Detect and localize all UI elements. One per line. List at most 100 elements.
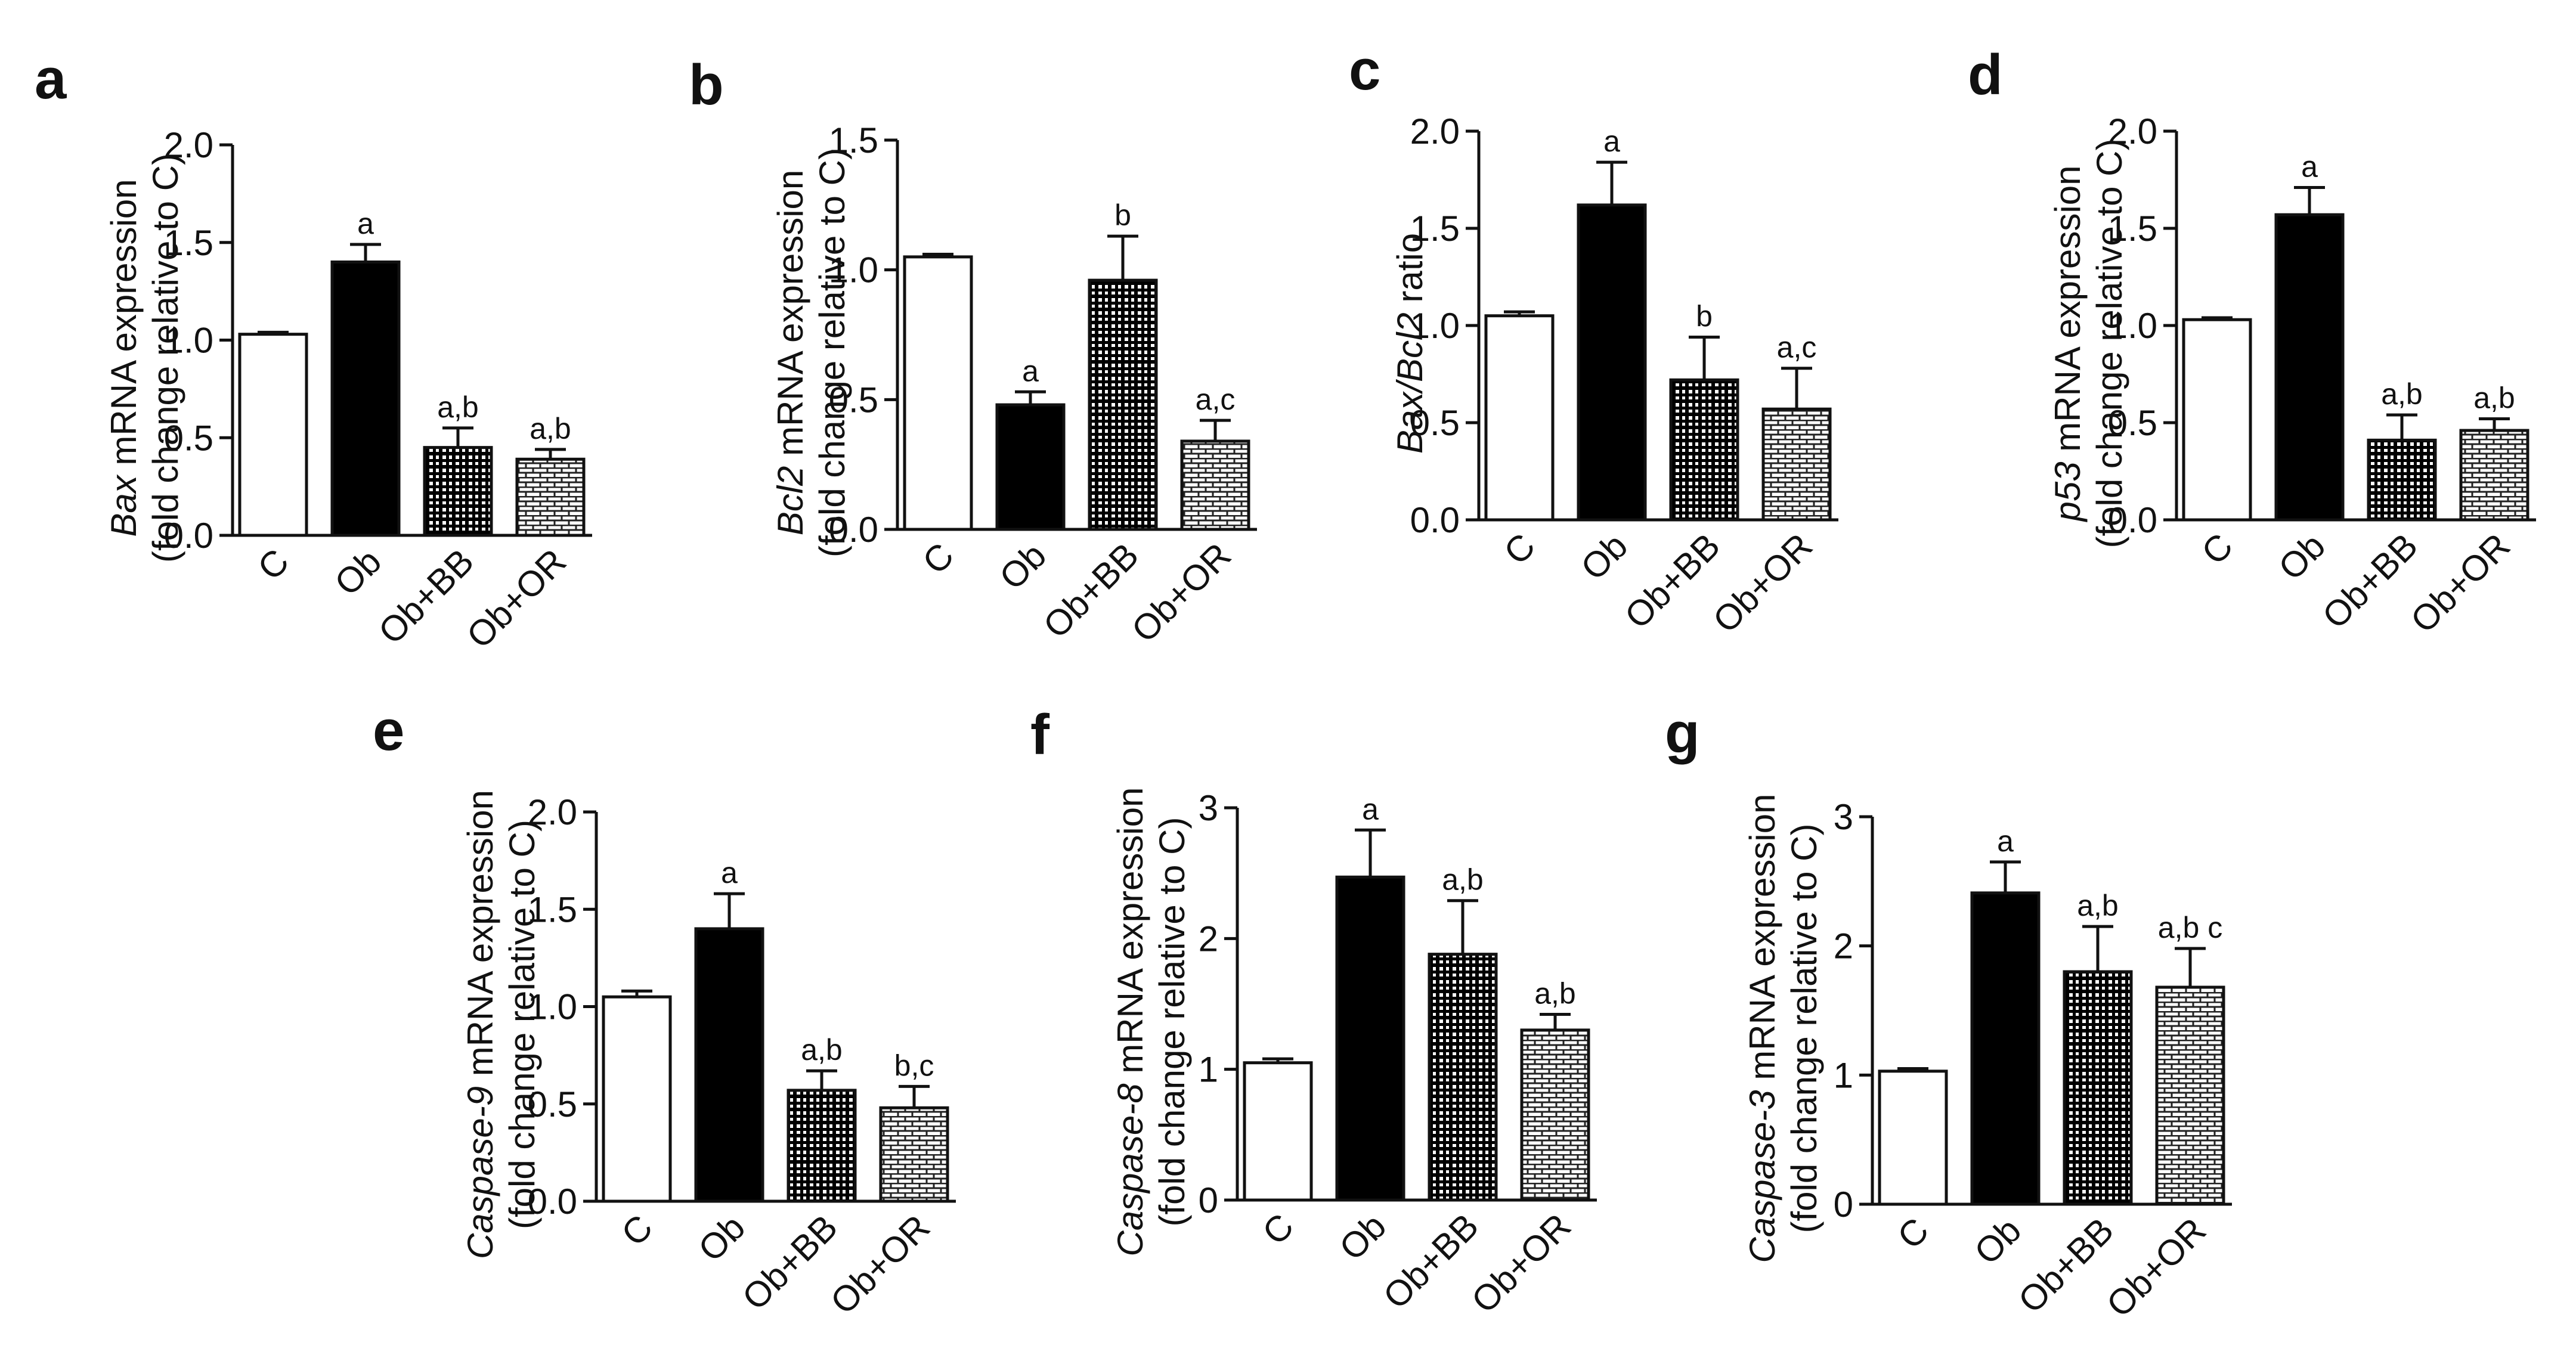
bar-ob (2274, 213, 2345, 522)
bar-ob-bb (1428, 953, 1498, 1202)
x-category-label: Ob (327, 541, 389, 603)
significance-label: a,c (1777, 331, 1817, 364)
y-tick-label: 0.0 (829, 510, 878, 550)
y-axis-title-text: mRNA expression (104, 179, 144, 475)
significance-label: a (357, 207, 374, 240)
y-tick-label: 0.5 (2108, 403, 2157, 443)
y-tick-label: 1.0 (1410, 306, 1460, 346)
x-category-label: Ob (1573, 526, 1635, 588)
significance-label: a,b (437, 390, 479, 424)
y-tick-label: 1.0 (164, 321, 213, 361)
x-category-label: Ob+BB (735, 1207, 845, 1318)
x-category-label: Ob (1967, 1210, 2029, 1272)
panel-f: f 0 1 2 3 Ca Ob a,b Ob+BB a,b Ob+OR Caspase-8 mRNA … (1030, 703, 1597, 1320)
y-tick-label: 3 (1834, 797, 1853, 837)
panel-letter: d (1968, 43, 2003, 107)
bar-ob-or (879, 1106, 949, 1203)
y-tick-label: 1.0 (829, 250, 878, 290)
x-category-label: C (915, 535, 961, 582)
x-category-label: Ob+OR (2099, 1210, 2213, 1325)
y-tick-label: 0.5 (829, 380, 878, 420)
bar-ob-or (1761, 407, 1832, 522)
x-category-label: Ob+OR (1705, 526, 1820, 640)
significance-label: a,b c (2158, 911, 2222, 944)
x-category-label: Ob (1332, 1206, 1394, 1268)
y-axis-title-gene: Caspase-8 (1110, 1083, 1150, 1257)
significance-label: b (1696, 300, 1713, 333)
panel-letter: e (373, 699, 404, 762)
y-tick-label: 0.0 (1410, 500, 1460, 540)
bar-ob (1970, 891, 2041, 1206)
bar-ob-bb (1669, 378, 1739, 522)
y-axis-title-text: mRNA expression (770, 170, 810, 466)
y-tick-label: 3 (1199, 788, 1218, 828)
y-tick-label: 2 (1199, 919, 1218, 959)
bar-ob-or (1520, 1028, 1590, 1202)
panel-d: d 0.0 0.5 1.0 1.5 2.0 Ca Ob a,b Ob+BB a,b Ob+OR p53 … (1968, 43, 2536, 640)
significance-label: a (2301, 150, 2318, 184)
bar-ob-or (515, 457, 586, 537)
y-axis-title-text: mRNA expression (460, 790, 500, 1086)
x-category-label: Ob+OR (1464, 1206, 1578, 1320)
panel-b: b 0.0 0.5 1.0 1.5 Ca Ob b Ob+BB a,c Ob+OR Bcl2 mRNA… (689, 53, 1257, 650)
panel-letter: g (1665, 701, 1700, 765)
y-axis-title: p53 mRNA expression (2048, 166, 2088, 523)
y-axis-title-gene: Bcl2 (770, 466, 810, 536)
bar-ob (694, 927, 764, 1203)
x-category-label: C (1890, 1210, 1936, 1257)
y-tick-label: 0.0 (528, 1182, 577, 1222)
bar-ob-bb (2063, 970, 2133, 1206)
y-tick-label: 0.0 (164, 516, 213, 556)
y-axis-title-gene: p53 (2048, 461, 2088, 522)
x-category-label: Ob+OR (823, 1207, 937, 1322)
y-axis-title-line2: (fold change relative to C) (502, 820, 542, 1229)
x-category-label: Ob+OR (1124, 535, 1239, 650)
significance-label: a (1022, 354, 1039, 388)
y-tick-label: 2.0 (164, 125, 213, 165)
y-tick-label: 1 (1834, 1055, 1853, 1095)
y-axis-title: Caspase-3 mRNA expression (1742, 793, 1782, 1263)
y-axis-title-line2: (fold change relative to C) (1784, 823, 1824, 1233)
y-axis-title-gene: Caspase-3 (1742, 1090, 1782, 1263)
bar-ob (995, 403, 1066, 531)
y-tick-label: 0 (1199, 1180, 1218, 1220)
bar-ob-or (2459, 429, 2529, 522)
panel-letter: c (1349, 38, 1380, 102)
x-category-label: C (2194, 526, 2240, 572)
y-tick-label: 1.5 (164, 223, 213, 263)
x-category-label: Ob+BB (2011, 1210, 2121, 1320)
y-tick-label: 1 (1199, 1050, 1218, 1090)
y-axis-title: Caspase-8 mRNA expression (1110, 787, 1150, 1256)
bar-ob-or (1180, 439, 1250, 531)
bar-ob-bb (1088, 278, 1158, 531)
bar-ob (330, 261, 401, 537)
y-tick-label: 1.0 (528, 987, 577, 1027)
significance-label: a,b (530, 412, 571, 445)
y-axis-title-gene: Caspase-9 (460, 1086, 500, 1259)
bar-ob-bb (423, 446, 493, 537)
x-category-label: Ob+BB (2315, 526, 2425, 636)
significance-label: a,b (1442, 863, 1484, 897)
x-category-label: C (250, 541, 296, 588)
y-tick-label: 2.0 (1410, 111, 1460, 151)
y-tick-label: 0.5 (164, 418, 213, 458)
panel-letter: b (689, 53, 724, 117)
significance-label: a (721, 856, 738, 889)
bar-ob-bb (2367, 438, 2437, 522)
panel-e: e 0.0 0.5 1.0 1.5 2.0 Ca Ob a,b Ob+BB b,c Ob+OR Casp… (373, 699, 956, 1322)
bar-ob (1335, 875, 1405, 1202)
y-tick-label: 0.5 (1410, 403, 1460, 443)
y-axis-title: Bcl2 mRNA expression (770, 170, 810, 536)
panel-g: g 0 1 2 3 Ca Ob a,b Ob+BB a,b c Ob+OR Caspase-3 mRN… (1665, 701, 2232, 1325)
y-axis-title: Caspase-9 mRNA expression (460, 790, 500, 1259)
significance-label: a,c (1196, 383, 1236, 416)
x-category-label: C (614, 1207, 660, 1254)
bar-c (602, 995, 672, 1203)
significance-label: b,c (894, 1049, 934, 1082)
bar-ob (1577, 203, 1647, 522)
panel-c: c 0.0 0.5 1.0 1.5 2.0 Ca Ob b Ob+BB a,c Ob+OR Bax/Bc… (1349, 38, 1838, 640)
significance-label: a,b (1534, 977, 1576, 1010)
bar-c (1484, 314, 1555, 522)
bar-c (2182, 318, 2252, 522)
